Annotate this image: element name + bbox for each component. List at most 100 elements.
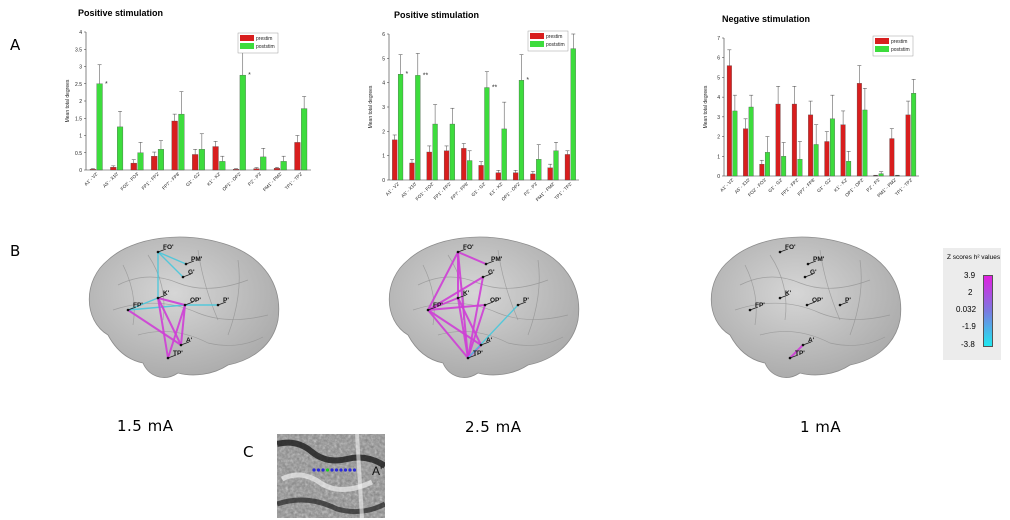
electrode-node (481, 275, 485, 279)
electrode-shaft (457, 294, 467, 299)
connectivity-edge (457, 251, 469, 359)
connectivity-edge (467, 304, 486, 359)
electrode-shaft (779, 248, 789, 253)
bar-poststim (829, 118, 835, 177)
y-tick-label: 3 (382, 105, 385, 111)
electrode-node (456, 250, 460, 254)
x-tick-label: FO2' - FO3' (120, 171, 140, 191)
bar-prestim (443, 150, 450, 181)
electrode-label: K' (463, 290, 470, 297)
brain-sulcus (122, 264, 135, 326)
brain-sulcus (147, 254, 165, 321)
bar-poststim (432, 123, 438, 181)
legend: prestim poststim (872, 35, 914, 57)
electrode-node (801, 343, 805, 347)
bar-prestim (253, 168, 260, 171)
bar-prestim (478, 165, 484, 181)
bar-prestim (130, 162, 137, 171)
electrode-contact (348, 468, 352, 472)
y-tick-label: 2 (382, 129, 385, 135)
connectivity-edge (157, 297, 182, 346)
y-axis-label: Mean total degrees (65, 79, 71, 122)
brain-connectivity-2: FO' PM' G' K' FP' OP' P' A'TP' (389, 236, 580, 378)
electrode-node (788, 356, 792, 360)
current-label-1: 1.5 mA (117, 417, 174, 435)
bar-poststim (467, 160, 473, 181)
electrode-shaft (167, 354, 177, 359)
electrode-label: PM' (491, 256, 503, 263)
legend-label: poststim (891, 47, 910, 53)
electrode-shaft (157, 294, 167, 299)
y-tick-label: 1 (382, 154, 385, 160)
bar-prestim (824, 141, 830, 177)
bar-prestim (192, 154, 199, 171)
y-tick-label: 0 (717, 174, 720, 180)
legend-swatch (240, 43, 254, 49)
electrode-shaft (457, 248, 467, 253)
bar-prestim (530, 173, 536, 181)
electrode-label: P' (523, 297, 529, 304)
electrode-node (778, 296, 782, 300)
colorbar-tick: 3.9 (964, 271, 976, 280)
connectivity-edge (789, 344, 804, 359)
electrode-label: K' (785, 290, 792, 297)
current-label-2: 2.5 mA (465, 418, 522, 436)
brain-sulcus (849, 259, 862, 336)
electrode-contact (352, 468, 357, 472)
connectivity-edge (427, 304, 486, 311)
bar-poststim (157, 149, 164, 171)
brain-sulcus (759, 331, 886, 346)
brain-sulcus (137, 331, 264, 346)
brain-sulcus (227, 259, 240, 336)
electrode-contact (339, 468, 343, 472)
brain-sulcus (739, 276, 871, 289)
legend-label: poststim (256, 44, 275, 50)
brain-sulcus (197, 249, 219, 321)
significance-marker: * (105, 81, 108, 88)
bar-poststim (198, 149, 205, 171)
bar-prestim (233, 169, 240, 171)
connectivity-edge (427, 276, 484, 311)
colorbar-tick: -1.9 (962, 322, 976, 331)
electrode-node (806, 262, 810, 266)
electrode-label: FO' (463, 244, 474, 251)
x-tick-label: P2' - P3' (865, 177, 881, 193)
electrode-node (778, 250, 782, 254)
legend: prestim poststim (237, 32, 279, 54)
chart-title: Positive stimulation (394, 10, 480, 20)
electrode-label: TP' (795, 350, 805, 357)
electrode-node (483, 303, 487, 307)
bar-chart-plot: 0 1 2 3 4 5 6 Mean total degrees * A1' - V2' ** A5'… (368, 30, 579, 202)
y-tick-label: 0 (382, 178, 385, 184)
bar-poststim (797, 159, 803, 177)
chart-title: Negative stimulation (722, 14, 811, 24)
bar-prestim (212, 146, 219, 171)
brain-sulcus (422, 264, 435, 326)
electrode-label: OP' (490, 297, 501, 304)
legend-swatch (240, 35, 254, 41)
x-tick-label: A1' - V2' (385, 181, 401, 197)
bar-prestim (743, 128, 749, 177)
electrode-node (466, 356, 470, 360)
y-tick-label: 7 (717, 36, 720, 42)
y-tick-label: 4 (717, 95, 720, 101)
electrode-shaft (807, 260, 817, 265)
colorbar-tick: 0.032 (956, 305, 977, 314)
electrode-shaft (749, 306, 759, 311)
bar-prestim (409, 162, 415, 181)
x-tick-label: K1' - K2' (206, 171, 222, 187)
brain-sulcus (734, 302, 891, 320)
electrode-shaft (839, 301, 849, 306)
electrode-node (183, 303, 187, 307)
y-tick-label: 3.5 (75, 47, 82, 53)
legend-swatch (530, 41, 544, 47)
significance-marker: ** (423, 72, 429, 79)
connectivity-edge (157, 297, 186, 306)
y-tick-label: 1 (79, 134, 82, 140)
legend-label: poststim (546, 42, 565, 48)
electrode-shaft (484, 301, 494, 306)
bar-prestim (759, 164, 765, 177)
electrode-shaft (802, 341, 812, 346)
electrode-label: G' (810, 269, 817, 276)
x-tick-label: A1' - V2' (83, 171, 99, 187)
